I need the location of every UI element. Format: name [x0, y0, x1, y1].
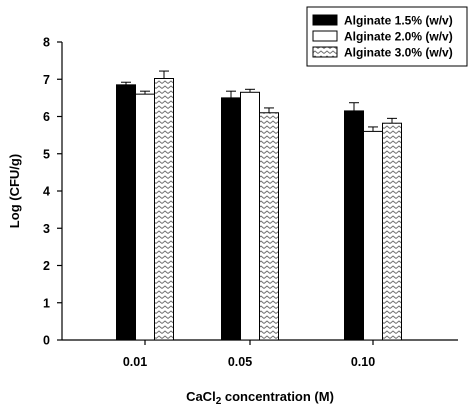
y-tick-label: 2 [43, 259, 50, 273]
y-tick-label: 6 [43, 110, 50, 124]
legend-swatch [312, 14, 338, 26]
legend-swatch [312, 46, 338, 58]
y-axis: 0 1 2 3 4 5 6 7 8 [43, 36, 63, 348]
x-axis-label: CaCl2 concentration (M) [186, 389, 334, 407]
bar [240, 91, 260, 341]
y-tick-label: 7 [43, 73, 50, 87]
legend-label: Alginate 2.0% (w/v) [344, 30, 453, 44]
y-tick-label: 0 [43, 334, 50, 348]
x-axis-label-main: CaCl [186, 389, 216, 404]
x-axis-label-subscript: 2 [216, 396, 222, 407]
x-tick-label: 0.10 [351, 355, 375, 369]
x-axis: 0.01 0.05 0.10 [62, 339, 458, 369]
bars [116, 70, 402, 341]
x-tick-label: 0.05 [228, 355, 252, 369]
bar [135, 93, 155, 341]
y-tick-label: 8 [43, 36, 50, 50]
y-tick-label: 3 [43, 222, 50, 236]
legend-swatch [312, 30, 338, 42]
y-ticks: 0 1 2 3 4 5 6 7 8 [43, 36, 62, 348]
y-tick-label: 5 [43, 147, 50, 161]
bar [259, 112, 279, 341]
bar [363, 130, 383, 341]
bar [344, 110, 364, 341]
bar [116, 84, 136, 341]
x-tick-label: 0.01 [123, 355, 147, 369]
x-ticks: 0.01 0.05 0.10 [123, 340, 375, 369]
legend-label: Alginate 1.5% (w/v) [344, 14, 453, 28]
legend-items: Alginate 1.5% (w/v) Alginate 2.0% (w/v) Al… [312, 14, 453, 60]
bar [382, 122, 402, 341]
y-tick-label: 1 [43, 296, 50, 310]
bar [221, 97, 241, 341]
legend-label: Alginate 3.0% (w/v) [344, 46, 453, 60]
bar [154, 78, 174, 341]
y-tick-label: 4 [43, 185, 50, 199]
legend: Alginate 1.5% (w/v) Alginate 2.0% (w/v) Al… [306, 6, 468, 67]
x-axis-label-rest: concentration (M) [221, 389, 334, 404]
y-axis-label: Log (CFU/g) [7, 154, 22, 228]
